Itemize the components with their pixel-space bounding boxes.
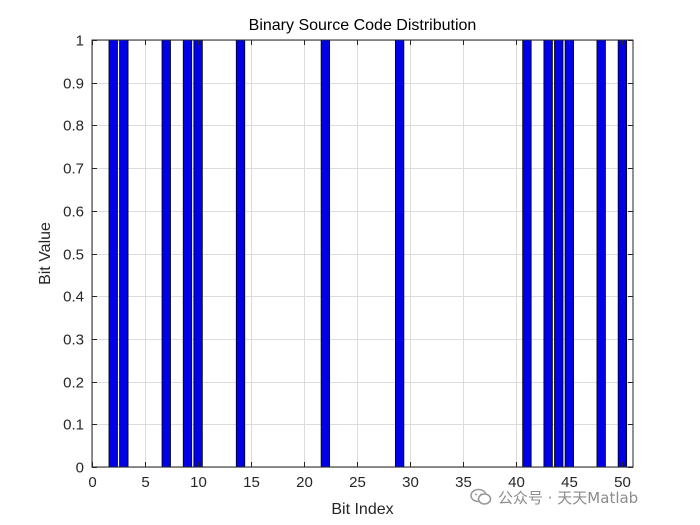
y-tick-label-9: 0.9 xyxy=(63,76,84,93)
y-tick-label-7: 0.7 xyxy=(63,161,84,178)
bar-29 xyxy=(394,39,405,468)
bar-48 xyxy=(596,39,606,468)
x-tick-label-10: 50 xyxy=(614,474,631,491)
bar-50 xyxy=(617,39,628,468)
x-axis-label: Bit Index xyxy=(331,501,393,518)
chart-title: Binary Source Code Distribution xyxy=(249,17,477,34)
x-tick-label-9: 45 xyxy=(561,474,578,491)
x-tick-label-0: 0 xyxy=(88,474,96,491)
plot-area xyxy=(92,40,633,467)
watermark: 公众号 · 天天Matlab xyxy=(470,484,638,510)
x-tick-label-3: 15 xyxy=(243,474,260,491)
y-tick-label-0: 0 xyxy=(76,460,84,477)
y-tick-label-10: 1 xyxy=(76,33,84,50)
bar-7 xyxy=(161,39,171,468)
x-tick-label-2: 10 xyxy=(190,474,207,491)
y-tick-label-2: 0.2 xyxy=(63,375,84,392)
bar-10 xyxy=(193,39,203,468)
wechat-icon xyxy=(470,488,492,505)
y-tick-label-1: 0.1 xyxy=(63,417,84,434)
y-tick-label-6: 0.6 xyxy=(63,204,84,221)
bar-44 xyxy=(554,39,564,468)
x-tick-label-6: 30 xyxy=(402,474,419,491)
axes-box xyxy=(91,39,634,468)
bar-9 xyxy=(182,39,193,468)
bar-45 xyxy=(564,39,574,468)
x-tick-label-1: 5 xyxy=(141,474,149,491)
x-tick-label-4: 20 xyxy=(296,474,313,491)
y-axis-label: Bit Value xyxy=(37,222,54,285)
bar-22 xyxy=(320,39,331,468)
y-tick-label-4: 0.4 xyxy=(63,289,84,306)
bar-2 xyxy=(108,39,118,468)
y-tick-label-3: 0.3 xyxy=(63,332,84,349)
y-tick-label-8: 0.8 xyxy=(63,118,84,135)
x-tick-label-5: 25 xyxy=(349,474,366,491)
bar-3 xyxy=(119,39,129,468)
bar-41 xyxy=(522,39,532,468)
y-tick-label-5: 0.5 xyxy=(63,247,84,264)
bar-series xyxy=(108,39,628,468)
axis-ticks: 0 5 10 15 20 25 30 35 40 45 50 0 0.1 0.2 0.3 0.4 0.5 0.6 0… xyxy=(63,33,633,491)
bar-14 xyxy=(235,39,246,468)
x-tick-label-8: 40 xyxy=(508,474,525,491)
bar-43 xyxy=(543,39,553,468)
watermark-text: 公众号 · 天天Matlab xyxy=(498,488,639,507)
x-tick-label-7: 35 xyxy=(455,474,472,491)
